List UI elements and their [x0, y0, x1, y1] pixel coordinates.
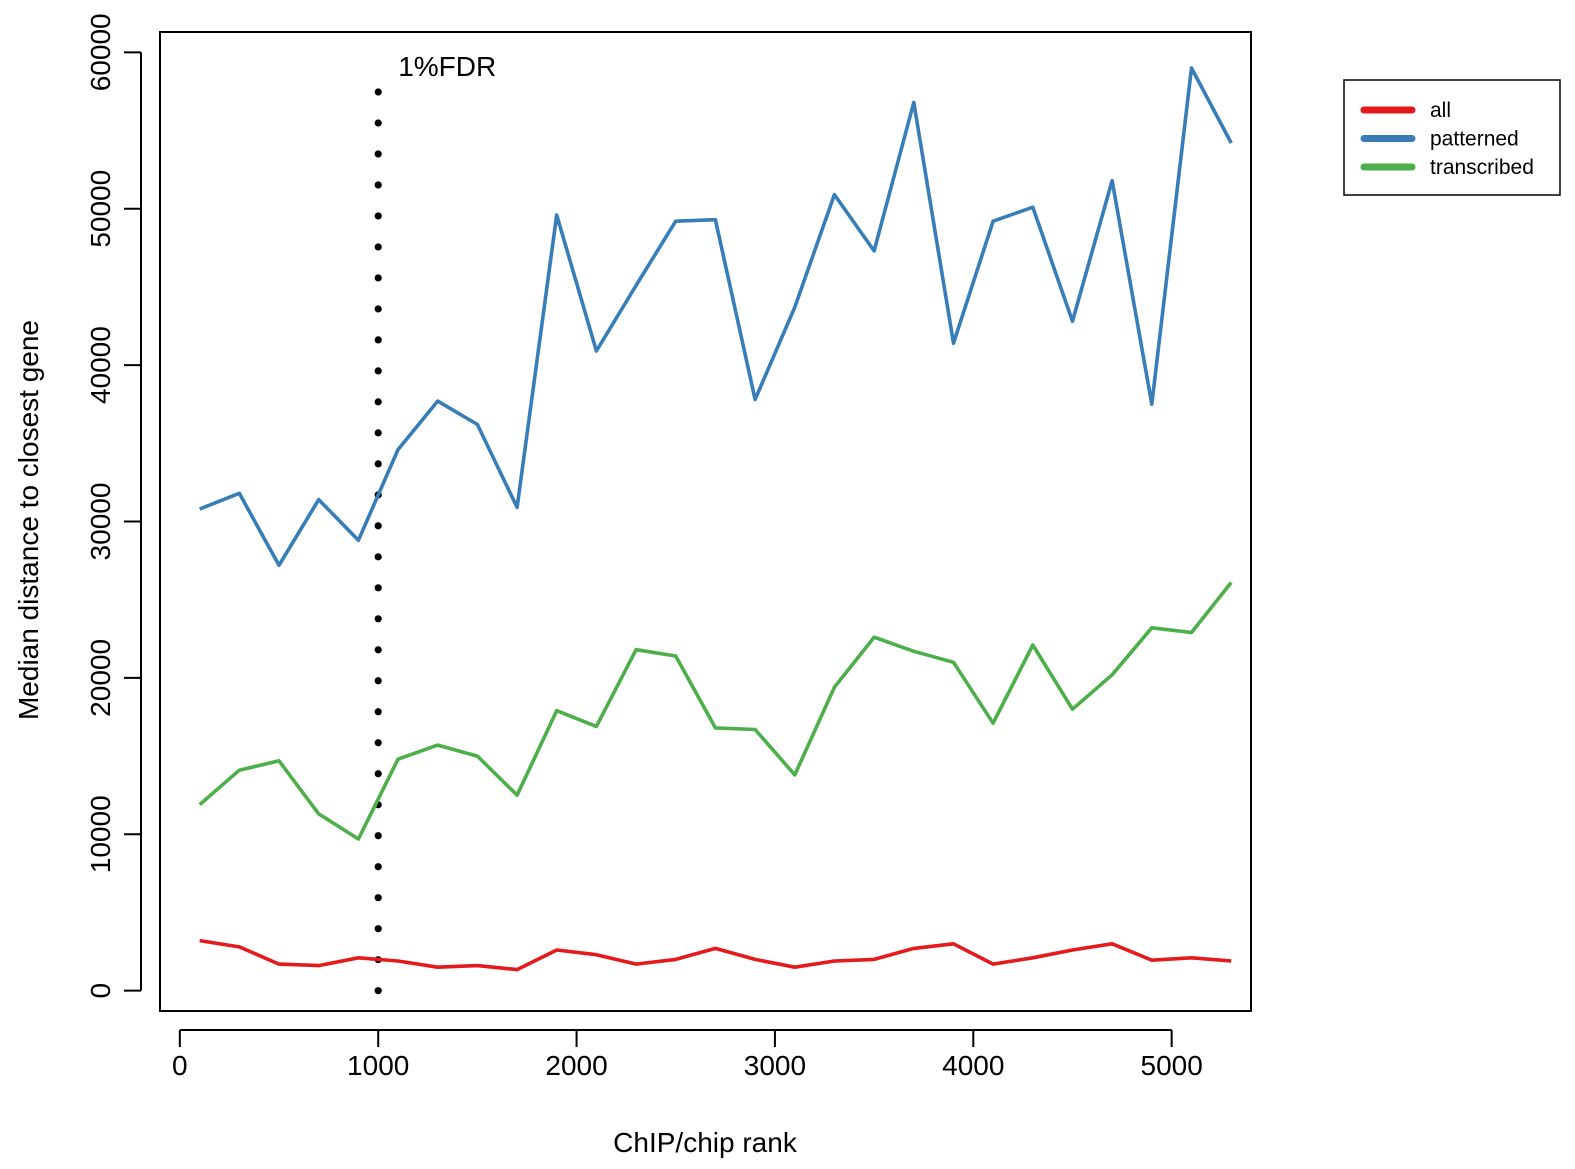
series-lines	[198, 66, 1233, 972]
fdr-dot	[374, 708, 382, 716]
y-tick-label: 20000	[85, 639, 116, 717]
series-line-transcribed	[198, 581, 1233, 841]
fdr-dot	[374, 305, 382, 313]
x-tick-label: 2000	[545, 1050, 607, 1081]
y-axis-title: Median distance to closest gene	[13, 320, 44, 720]
fdr-dot	[374, 119, 382, 127]
y-tick-label: 10000	[85, 795, 116, 873]
fdr-dot	[374, 522, 382, 530]
fdr-dot	[374, 894, 382, 902]
fdr-dot	[374, 987, 382, 995]
legend: all patterned transcribed	[1343, 79, 1561, 196]
fdr-dot	[374, 212, 382, 220]
fdr-dot	[374, 150, 382, 158]
x-tick-label: 4000	[942, 1050, 1004, 1081]
fdr-dot	[374, 398, 382, 406]
fdr-dot	[374, 832, 382, 840]
plot-frame	[159, 31, 1252, 1012]
x-tick-label: 1000	[347, 1050, 409, 1081]
fdr-label: 1%FDR	[398, 51, 496, 82]
x-tick-label: 3000	[744, 1050, 806, 1081]
x-tick-label: 5000	[1141, 1050, 1203, 1081]
x-axis: 0 1000 2000 3000 4000 5000	[172, 1029, 1203, 1081]
legend-label-patterned: patterned	[1430, 128, 1519, 151]
fdr-dot	[374, 336, 382, 344]
fdr-dot	[374, 274, 382, 282]
y-tick-label: 40000	[85, 326, 116, 404]
y-tick-label: 0	[85, 983, 116, 999]
y-tick-label: 50000	[85, 170, 116, 248]
fdr-dot	[374, 925, 382, 933]
fdr-dot	[374, 88, 382, 96]
fdr-dot	[374, 243, 382, 251]
series-line-all	[199, 938, 1232, 972]
fdr-dot	[374, 429, 382, 437]
fdr-dot	[374, 739, 382, 747]
y-tick-label: 30000	[85, 483, 116, 561]
legend-label-transcribed: transcribed	[1430, 156, 1534, 179]
y-tick-label: 60000	[85, 13, 116, 91]
fdr-dot	[374, 770, 382, 778]
fdr-dot	[374, 460, 382, 468]
fdr-dot	[374, 863, 382, 871]
fdr-dot	[374, 615, 382, 623]
series-line-patterned	[199, 66, 1233, 568]
fdr-dot	[374, 181, 382, 189]
legend-label-all: all	[1430, 99, 1451, 122]
x-axis-title: ChIP/chip rank	[613, 1127, 798, 1158]
y-axis: 0 10000 20000 30000 40000 50000 60000	[85, 13, 142, 999]
fdr-dot	[374, 646, 382, 654]
fdr-dot	[374, 677, 382, 685]
fdr-dot	[374, 584, 382, 592]
x-tick-label: 0	[172, 1050, 188, 1081]
fdr-dot	[374, 553, 382, 561]
fdr-dot	[374, 367, 382, 375]
fdr-annotation: 1%FDR	[374, 51, 496, 995]
